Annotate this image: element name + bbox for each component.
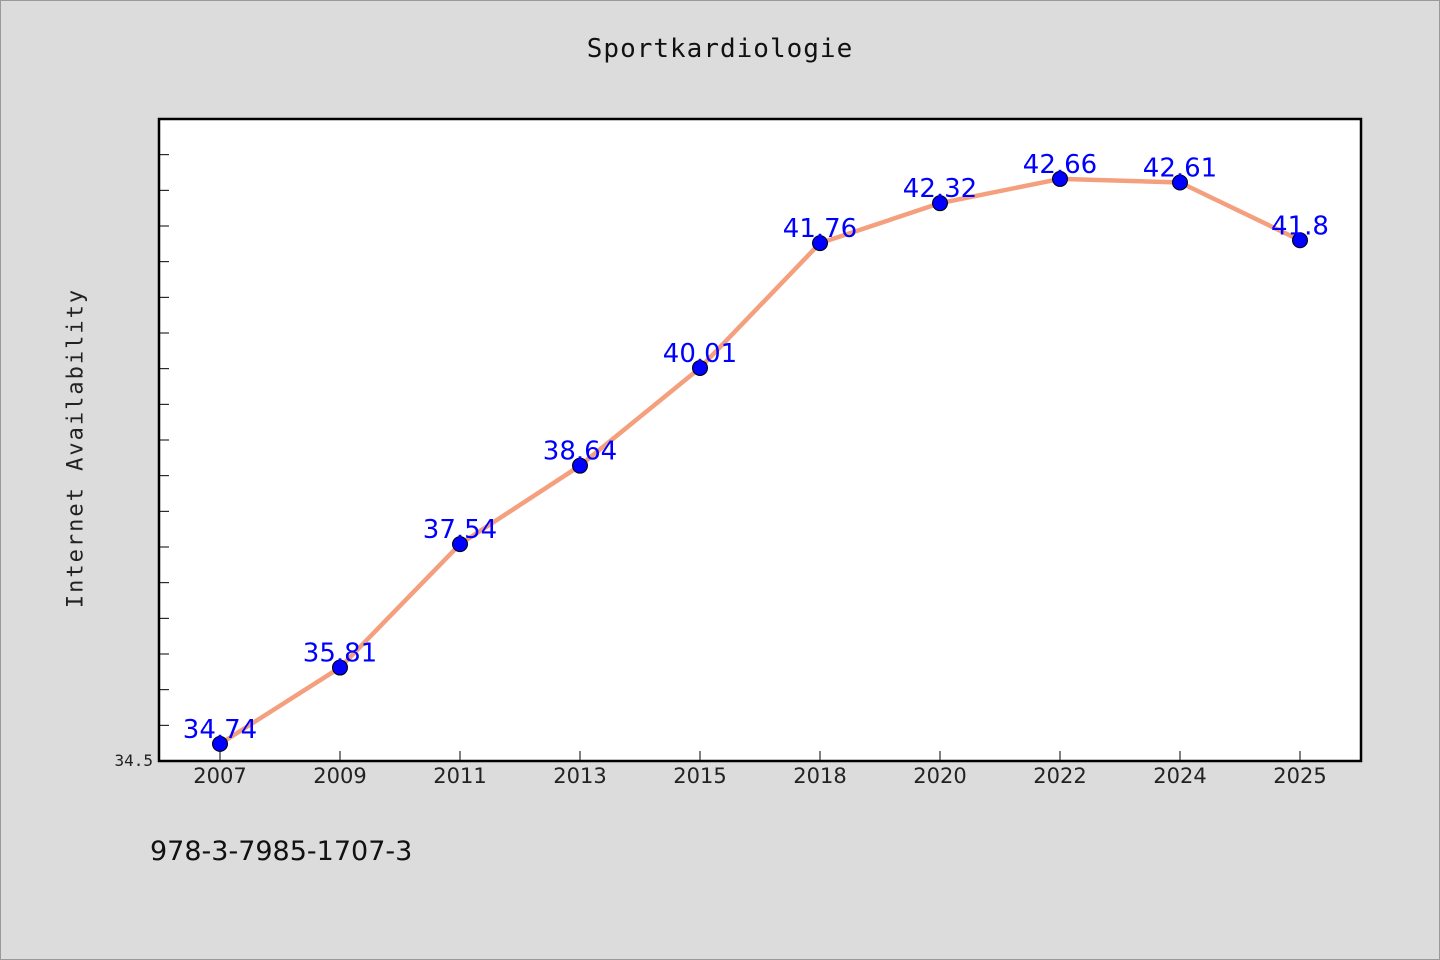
x-tick-label: 2024 <box>1153 764 1206 788</box>
caption-isbn: 978-3-7985-1707-3 <box>150 836 413 867</box>
data-point <box>1052 170 1068 187</box>
data-label: 42.66 <box>1023 150 1097 180</box>
plot-area <box>157 117 1363 763</box>
x-axis-tick-labels: 2007 2009 2011 2013 2015 2018 2020 2022 2024 2025 <box>193 764 1326 788</box>
data-label: 35.81 <box>303 639 377 669</box>
data-label: 41.8 <box>1271 211 1329 241</box>
data-label: 40.01 <box>663 339 737 369</box>
y-tick-label: 34.5 <box>114 751 153 770</box>
x-tick-label: 2009 <box>313 764 366 788</box>
x-tick-label: 2018 <box>793 764 846 788</box>
data-point <box>1172 174 1188 191</box>
data-point <box>452 536 468 553</box>
data-point <box>692 359 708 376</box>
series-markers <box>212 170 1308 752</box>
data-point <box>932 195 948 212</box>
data-point <box>1292 232 1308 249</box>
x-tick-label: 2013 <box>553 764 606 788</box>
data-label: 37.54 <box>423 515 497 545</box>
chart-title: Sportkardiologie <box>586 34 854 64</box>
x-tick-label: 2007 <box>193 764 246 788</box>
x-axis-ticks <box>219 751 1301 761</box>
x-tick-label: 2020 <box>913 764 966 788</box>
x-tick-label: 2011 <box>433 764 486 788</box>
x-tick-label: 2022 <box>1033 764 1086 788</box>
data-point <box>212 735 228 752</box>
data-label: 34.74 <box>183 715 257 745</box>
data-point <box>812 235 828 252</box>
y-axis-ticks <box>159 118 169 762</box>
data-point <box>332 659 348 676</box>
data-point <box>572 457 588 474</box>
x-tick-label: 2015 <box>673 764 726 788</box>
x-tick-label: 2025 <box>1273 764 1326 788</box>
series-line <box>217 176 1303 747</box>
data-label: 42.61 <box>1143 153 1217 183</box>
data-label: 42.32 <box>903 174 977 204</box>
data-labels: 34.74 35.81 37.54 38.64 40.01 41.76 42.32 42.66… <box>183 150 1329 745</box>
data-label: 38.64 <box>543 437 617 467</box>
data-label: 41.76 <box>783 214 857 244</box>
